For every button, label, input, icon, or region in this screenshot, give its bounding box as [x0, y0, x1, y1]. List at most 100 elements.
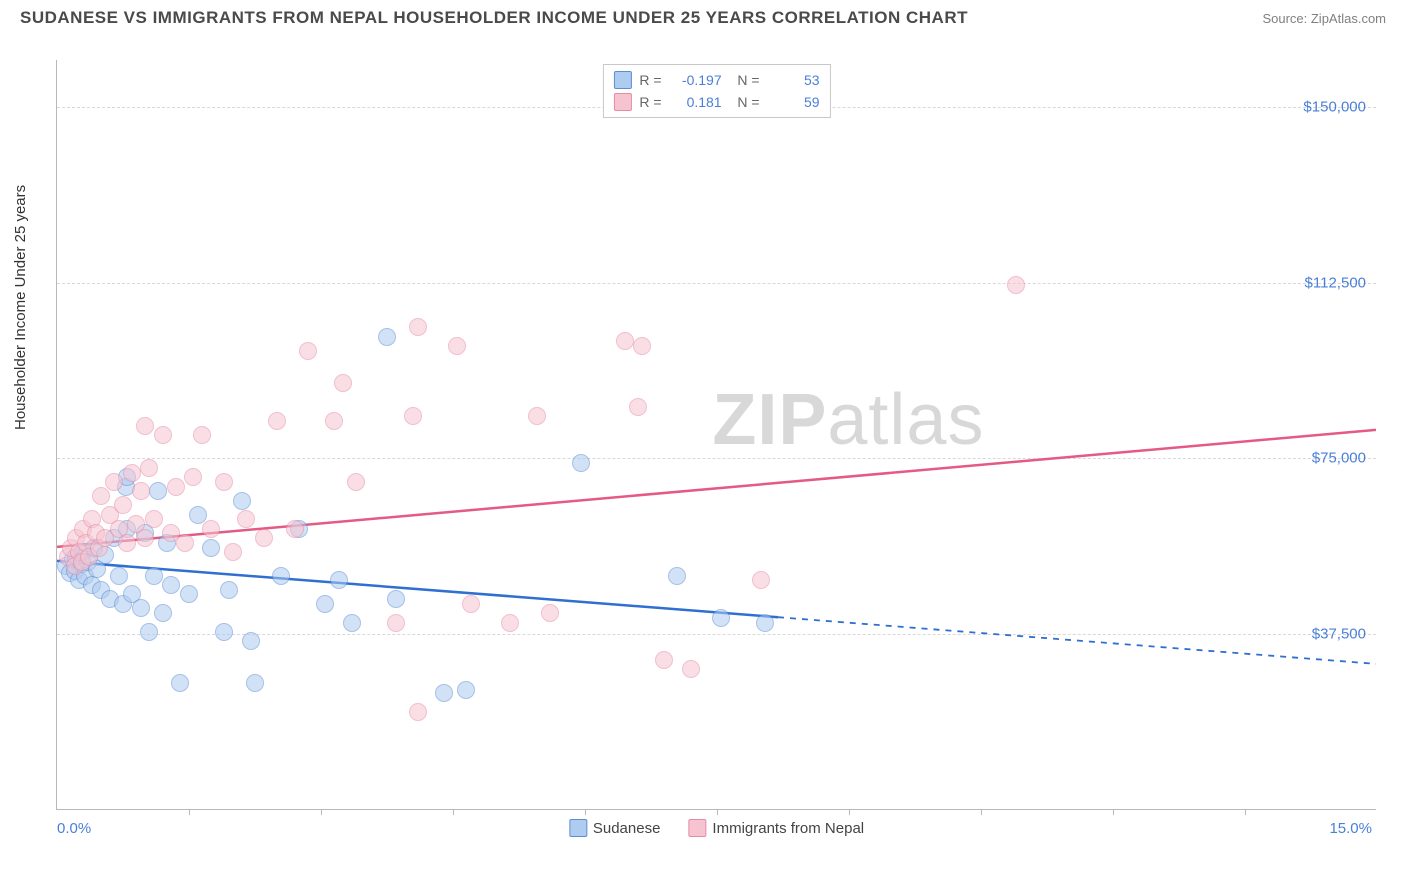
- data-point-sudanese: [110, 567, 128, 585]
- data-point-nepal: [1007, 276, 1025, 294]
- data-point-nepal: [682, 660, 700, 678]
- trend-line-nepal: [57, 430, 1376, 547]
- chart-plot-area: ZIPatlas $37,500$75,000$112,500$150,000 …: [56, 60, 1376, 810]
- data-point-sudanese: [387, 590, 405, 608]
- x-tick: [981, 809, 982, 815]
- x-tick: [321, 809, 322, 815]
- y-tick-label: $150,000: [1303, 98, 1366, 115]
- data-point-sudanese: [145, 567, 163, 585]
- data-point-sudanese: [572, 454, 590, 472]
- x-tick: [849, 809, 850, 815]
- data-point-nepal: [633, 337, 651, 355]
- x-tick: [1245, 809, 1246, 815]
- data-point-sudanese: [330, 571, 348, 589]
- data-point-nepal: [202, 520, 220, 538]
- data-point-sudanese: [246, 674, 264, 692]
- data-point-nepal: [136, 417, 154, 435]
- data-point-nepal: [105, 473, 123, 491]
- data-point-nepal: [629, 398, 647, 416]
- y-tick-label: $75,000: [1312, 450, 1366, 467]
- data-point-nepal: [616, 332, 634, 350]
- data-point-nepal: [224, 543, 242, 561]
- data-point-nepal: [334, 374, 352, 392]
- data-point-nepal: [501, 614, 519, 632]
- data-point-nepal: [462, 595, 480, 613]
- data-point-sudanese: [316, 595, 334, 613]
- data-point-nepal: [409, 703, 427, 721]
- data-point-nepal: [237, 510, 255, 528]
- data-point-sudanese: [378, 328, 396, 346]
- legend-item-nepal: Immigrants from Nepal: [688, 819, 864, 837]
- swatch-nepal-bottom: [688, 819, 706, 837]
- legend-row-nepal: R =0.181 N =59: [613, 91, 819, 113]
- x-tick: [717, 809, 718, 815]
- data-point-nepal: [123, 464, 141, 482]
- data-point-sudanese: [242, 632, 260, 650]
- data-point-nepal: [136, 529, 154, 547]
- data-point-nepal: [132, 482, 150, 500]
- series-legend: Sudanese Immigrants from Nepal: [569, 819, 864, 837]
- x-max-label: 15.0%: [1329, 820, 1372, 837]
- data-point-sudanese: [162, 576, 180, 594]
- data-point-sudanese: [180, 585, 198, 603]
- data-point-nepal: [404, 407, 422, 425]
- data-point-nepal: [541, 604, 559, 622]
- data-point-nepal: [145, 510, 163, 528]
- x-tick: [1113, 809, 1114, 815]
- data-point-sudanese: [149, 482, 167, 500]
- data-point-nepal: [286, 520, 304, 538]
- data-point-nepal: [92, 487, 110, 505]
- data-point-nepal: [215, 473, 233, 491]
- data-point-sudanese: [435, 684, 453, 702]
- data-point-nepal: [118, 534, 136, 552]
- swatch-nepal: [613, 93, 631, 111]
- y-tick-label: $37,500: [1312, 626, 1366, 643]
- data-point-nepal: [409, 318, 427, 336]
- x-tick: [585, 809, 586, 815]
- data-point-sudanese: [154, 604, 172, 622]
- data-point-sudanese: [220, 581, 238, 599]
- data-point-sudanese: [712, 609, 730, 627]
- data-point-nepal: [387, 614, 405, 632]
- data-point-sudanese: [272, 567, 290, 585]
- chart-title: SUDANESE VS IMMIGRANTS FROM NEPAL HOUSEH…: [20, 8, 968, 28]
- gridline: [57, 458, 1376, 459]
- legend-item-sudanese: Sudanese: [569, 819, 661, 837]
- trend-line-extrapolated-sudanese: [778, 617, 1376, 664]
- data-point-sudanese: [171, 674, 189, 692]
- data-point-sudanese: [215, 623, 233, 641]
- data-point-sudanese: [668, 567, 686, 585]
- data-point-nepal: [176, 534, 194, 552]
- x-min-label: 0.0%: [57, 820, 91, 837]
- data-point-nepal: [193, 426, 211, 444]
- gridline: [57, 283, 1376, 284]
- swatch-sudanese-bottom: [569, 819, 587, 837]
- data-point-nepal: [255, 529, 273, 547]
- data-point-nepal: [140, 459, 158, 477]
- data-point-nepal: [184, 468, 202, 486]
- data-point-sudanese: [233, 492, 251, 510]
- data-point-nepal: [655, 651, 673, 669]
- data-point-sudanese: [140, 623, 158, 641]
- data-point-nepal: [752, 571, 770, 589]
- data-point-nepal: [325, 412, 343, 430]
- data-point-sudanese: [457, 681, 475, 699]
- source-label: Source: ZipAtlas.com: [1262, 11, 1386, 26]
- legend-row-sudanese: R =-0.197 N =53: [613, 69, 819, 91]
- swatch-sudanese: [613, 71, 631, 89]
- y-tick-label: $112,500: [1305, 274, 1366, 291]
- data-point-nepal: [347, 473, 365, 491]
- data-point-nepal: [114, 496, 132, 514]
- data-point-sudanese: [343, 614, 361, 632]
- data-point-nepal: [448, 337, 466, 355]
- watermark: ZIPatlas: [712, 379, 984, 461]
- data-point-nepal: [268, 412, 286, 430]
- correlation-legend: R =-0.197 N =53 R =0.181 N =59: [602, 64, 830, 118]
- y-axis-label: Householder Income Under 25 years: [12, 185, 29, 430]
- data-point-sudanese: [132, 599, 150, 617]
- data-point-nepal: [154, 426, 172, 444]
- data-point-nepal: [528, 407, 546, 425]
- data-point-nepal: [167, 478, 185, 496]
- data-point-sudanese: [202, 539, 220, 557]
- data-point-sudanese: [756, 614, 774, 632]
